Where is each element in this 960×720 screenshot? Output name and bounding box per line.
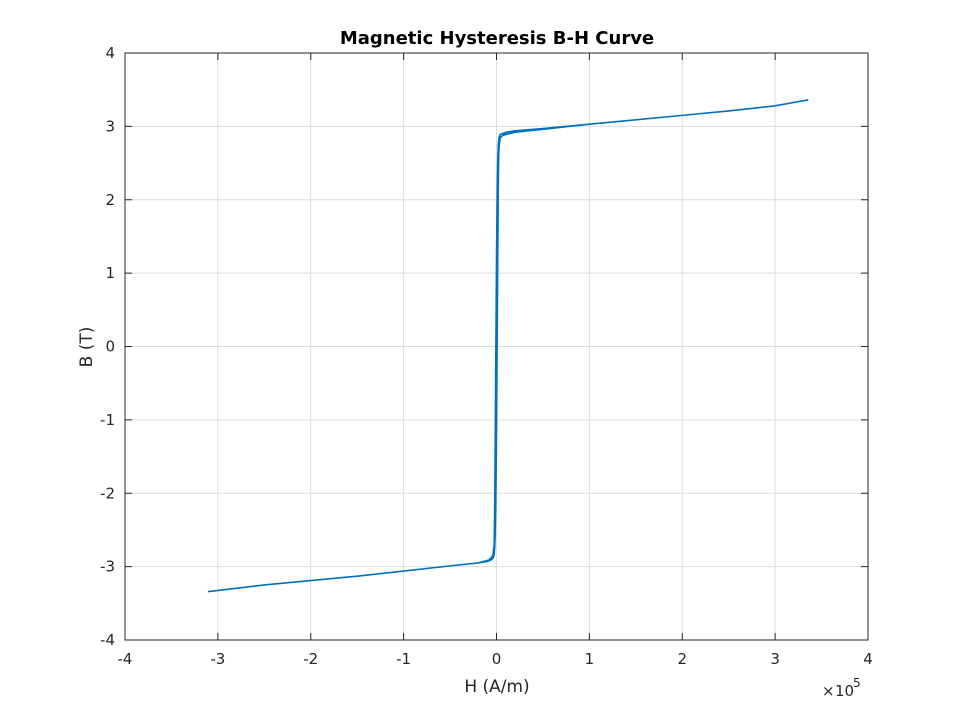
x-tick-label: 2 (677, 650, 687, 668)
x-exponent-times: × (822, 682, 835, 700)
y-tick-label: -2 (100, 484, 115, 502)
x-exponent-label: × 10 5 (822, 676, 861, 700)
x-axis-label: H (A/m) (464, 677, 529, 697)
data-layer (207, 99, 809, 593)
x-tick-label: 1 (585, 650, 595, 668)
y-tick-label: 0 (105, 338, 115, 356)
x-tick-label: 3 (770, 650, 780, 668)
x-exponent-base: 10 (835, 682, 854, 700)
y-axis-label: B (T) (77, 327, 97, 368)
y-tick-label: -1 (100, 411, 115, 429)
chart-title: Magnetic Hysteresis B-H Curve (340, 28, 654, 49)
y-tick-label: -4 (100, 631, 115, 649)
x-tick-label: -1 (396, 650, 411, 668)
y-tick-label: 4 (105, 44, 115, 62)
y-tick-label: 1 (105, 264, 115, 282)
y-tick-label: 2 (105, 191, 115, 209)
x-tick-label: 4 (863, 650, 873, 668)
x-tick-label: -3 (210, 650, 225, 668)
x-tick-label: -2 (303, 650, 318, 668)
x-tick-label: -4 (118, 650, 133, 668)
y-tick-label: 3 (105, 117, 115, 135)
bh-curve-line (207, 99, 809, 593)
tick-layer: -4 -3 -2 -1 0 1 2 3 4 4 3 2 1 0 -1 -2 -3 -4 (100, 44, 873, 668)
x-exponent-power: 5 (853, 676, 861, 690)
x-tick-label: 0 (492, 650, 502, 668)
y-tick-label: -3 (100, 558, 115, 576)
